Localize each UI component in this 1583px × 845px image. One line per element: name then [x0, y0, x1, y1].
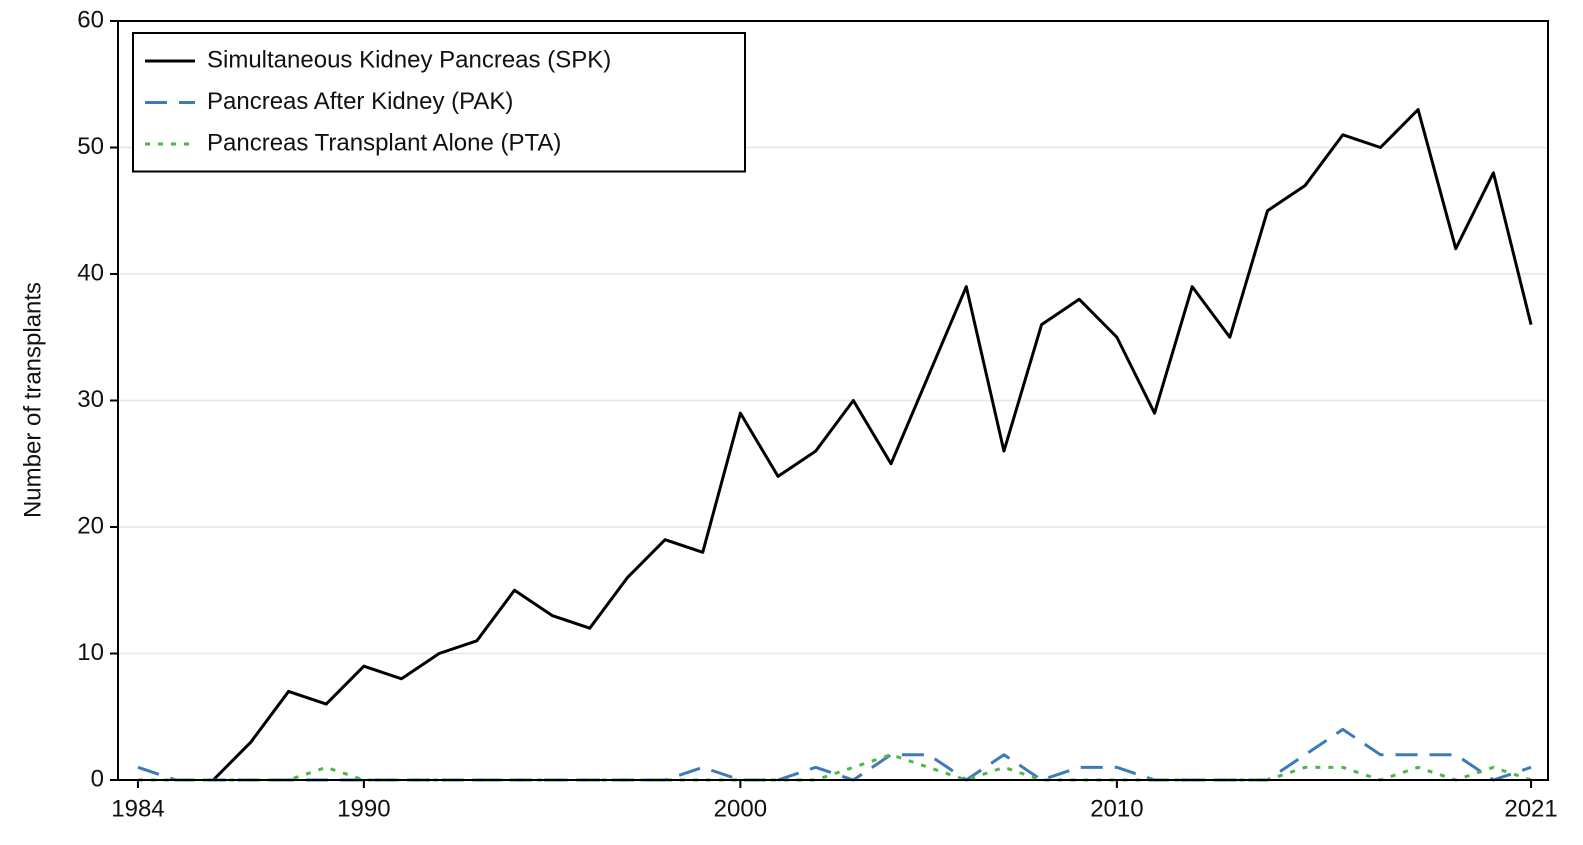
y-tick-label: 10 [77, 639, 104, 666]
plot-frame [117, 20, 1549, 781]
legend-box [132, 32, 746, 173]
y-tick-label: 40 [77, 259, 104, 286]
y-tick-label: 20 [77, 512, 104, 539]
legend-label: Pancreas After Kidney (PAK) [207, 88, 513, 115]
y-tick-label: 50 [77, 133, 104, 160]
series-line [212, 108, 1533, 782]
y-tick-label: 0 [91, 765, 104, 792]
x-tick-label: 1990 [337, 795, 390, 822]
x-tick-label: 1984 [111, 795, 164, 822]
x-tick-label: 2000 [714, 795, 767, 822]
legend: Simultaneous Kidney Pancreas (SPK) Pancre… [132, 32, 746, 173]
y-tick-label: 30 [77, 386, 104, 413]
x-tick-label: 2010 [1090, 795, 1143, 822]
legend-label: Simultaneous Kidney Pancreas (SPK) [207, 46, 611, 73]
x-tick-label: 2021 [1504, 795, 1557, 822]
y-axis-label: Number of transplants [19, 282, 46, 518]
legend-label: Pancreas Transplant Alone (PTA) [207, 129, 561, 156]
series-line [137, 753, 1532, 782]
y-tick-label: 60 [77, 6, 104, 33]
